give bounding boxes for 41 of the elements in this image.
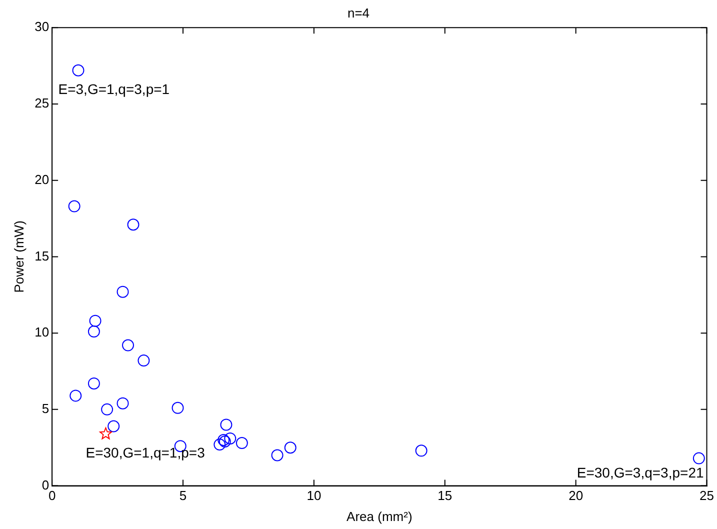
x-tick-label: 5: [179, 488, 187, 504]
point: [692, 452, 705, 464]
point: [271, 449, 284, 462]
point: [72, 64, 84, 76]
point: [101, 403, 114, 416]
y-tick-label: 20: [34, 172, 50, 187]
x-tick-label: 25: [700, 488, 714, 504]
point: [68, 200, 80, 212]
x-tick-label: 15: [438, 488, 452, 504]
point: [116, 397, 129, 410]
point: [172, 402, 184, 414]
point: [116, 286, 129, 298]
point: [127, 218, 140, 231]
point: [108, 420, 120, 432]
point: [220, 418, 232, 431]
x-axis-title: Area (mm²): [346, 508, 412, 524]
annotation: E=3,G=1,q=3,p=1: [58, 81, 170, 98]
point: [214, 438, 226, 451]
point: [100, 427, 112, 440]
point: [224, 432, 236, 444]
x-tick-label: 20: [568, 488, 584, 504]
y-tick-label: 30: [34, 19, 50, 34]
y-tick-label: 0: [42, 477, 50, 492]
point: [138, 354, 150, 367]
point: [236, 437, 248, 450]
y-tick-label: 10: [34, 324, 50, 340]
point: [89, 314, 102, 327]
y-axis-title: Power (mW): [11, 220, 26, 293]
x-tick-label: 10: [306, 488, 322, 504]
point: [415, 444, 428, 457]
y-tick-label: 5: [42, 401, 50, 416]
annotation: E=30,G=1,q=1,p=3: [86, 444, 206, 461]
point: [70, 390, 82, 402]
point: [122, 339, 134, 352]
chart-title: n=4: [347, 5, 370, 20]
y-tick-label: 15: [34, 248, 50, 264]
point: [88, 326, 100, 338]
annotation: E=30,G=3,q=3,p=21: [576, 464, 704, 481]
y-tick-label: 25: [34, 96, 50, 111]
point: [284, 442, 296, 454]
point: [88, 377, 100, 390]
